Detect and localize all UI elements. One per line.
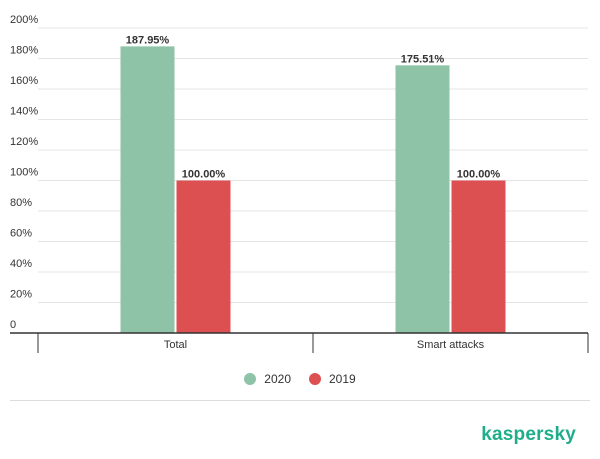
legend-label-2019: 2019: [329, 372, 356, 386]
y-tick-label: 160%: [10, 75, 38, 87]
legend-item-2020[interactable]: 2020: [244, 372, 291, 386]
legend-label-2020: 2020: [264, 372, 291, 386]
y-tick-label: 80%: [10, 197, 32, 209]
bar-2019-total[interactable]: [176, 180, 231, 334]
x-category-label: Smart attacks: [417, 339, 485, 351]
y-tick-label: 180%: [10, 45, 38, 57]
y-tick-label: 60%: [10, 228, 32, 240]
footer-divider: [10, 400, 590, 401]
bars: 187.95% 100.00% 175.51% 100.00%: [120, 34, 506, 334]
bar-2020-total[interactable]: [120, 46, 175, 333]
bar-2019-smart-attacks[interactable]: [451, 180, 506, 334]
y-axis-ticks: 0 20% 40% 60% 80% 100% 120% 140% 160% 180% 200%: [10, 14, 38, 331]
legend-item-2019[interactable]: 2019: [309, 372, 356, 386]
y-tick-label: 100%: [10, 167, 38, 179]
y-tick-label: 20%: [10, 289, 32, 301]
data-label: 100.00%: [457, 169, 501, 181]
bar-2020-smart-attacks[interactable]: [395, 65, 450, 333]
y-tick-label: 200%: [10, 14, 38, 26]
kaspersky-logo: kaspersky: [481, 424, 576, 445]
legend: 2020 2019: [0, 372, 600, 386]
data-label: 187.95%: [126, 34, 170, 46]
y-tick-label: 140%: [10, 106, 38, 118]
legend-swatch-2019: [309, 373, 321, 385]
legend-swatch-2020: [244, 373, 257, 385]
data-label: 175.51%: [401, 53, 445, 65]
bar-chart: 0 20% 40% 60% 80% 100% 120% 140% 160% 180% 200% 18…: [10, 14, 589, 353]
x-category-label: Total: [164, 339, 187, 351]
data-label: 100.00%: [182, 169, 226, 181]
x-axis: Total Smart attacks: [10, 332, 589, 353]
y-tick-label: 0: [10, 319, 16, 331]
y-tick-label: 40%: [10, 258, 32, 270]
y-tick-label: 120%: [10, 136, 38, 148]
